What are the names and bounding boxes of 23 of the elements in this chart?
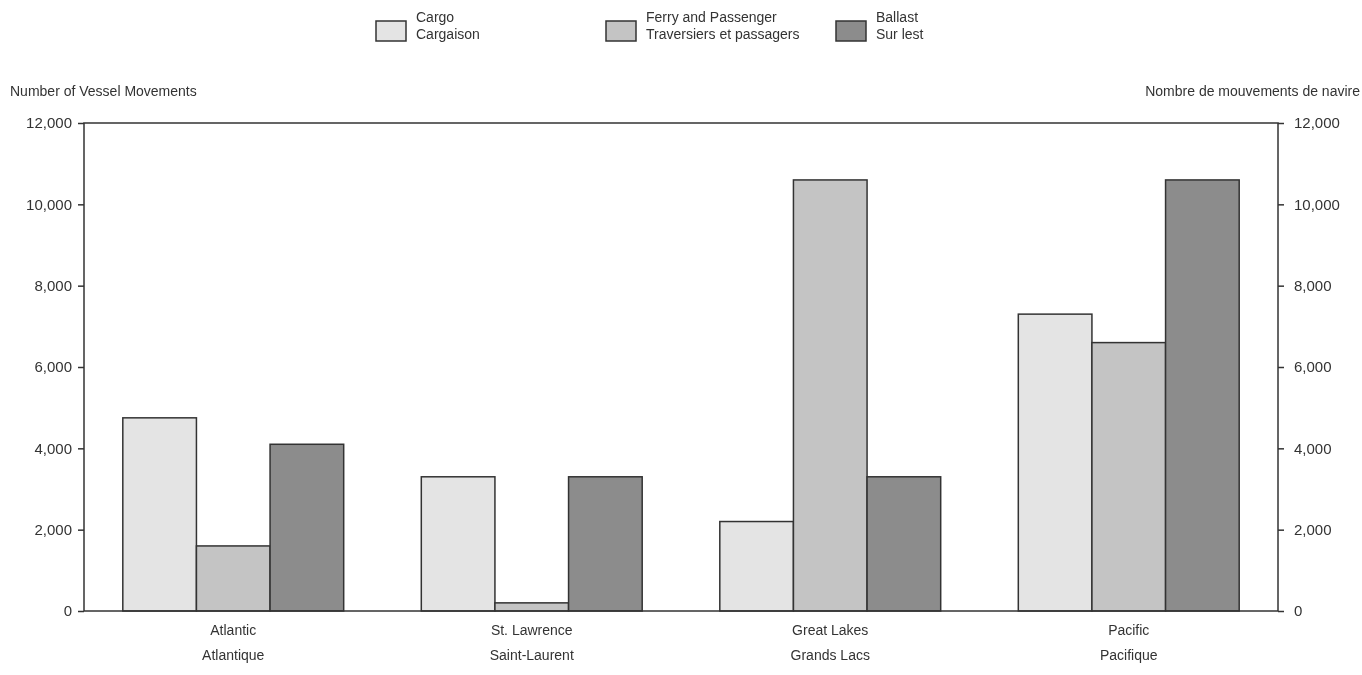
y2-tick-label: 2,000	[1294, 520, 1332, 538]
y2-tick-label: 12,000	[1294, 114, 1340, 132]
y-tick-label: 8,000	[34, 276, 72, 294]
x-tick-label: Great Lakes Grands Lacs	[790, 622, 870, 663]
x-tick-label: Pacific Pacifique	[1099, 622, 1158, 663]
y-axis-title: Number of Vessel Movements	[10, 83, 197, 99]
legend-label: Ferry and Passenger Traversiers et passagers	[646, 9, 800, 42]
y2-tick-label: 0	[1294, 602, 1303, 620]
y-tick-label: 12,000	[26, 114, 72, 132]
x-tick-label: St. Lawrence Saint-Laurent	[489, 622, 574, 663]
y-tick-label: 0	[63, 602, 72, 620]
y-tick-label: 4,000	[34, 439, 72, 457]
y2-tick-label: 4,000	[1294, 439, 1332, 457]
y2-tick-label: 6,000	[1294, 358, 1332, 376]
legend-label: Ballast Sur lest	[876, 9, 924, 42]
y-tick-label: 2,000	[34, 520, 72, 538]
x-tick-label: Atlantic Atlantique	[202, 622, 265, 663]
y2-tick-label: 8,000	[1294, 276, 1332, 294]
y2-axis-title: Nombre de mouvements de navire	[1145, 83, 1361, 99]
y-tick-label: 6,000	[34, 358, 72, 376]
y-tick-label: 10,000	[26, 195, 72, 213]
y2-tick-label: 10,000	[1294, 195, 1340, 213]
legend-label: Cargo Cargaison	[416, 9, 480, 42]
